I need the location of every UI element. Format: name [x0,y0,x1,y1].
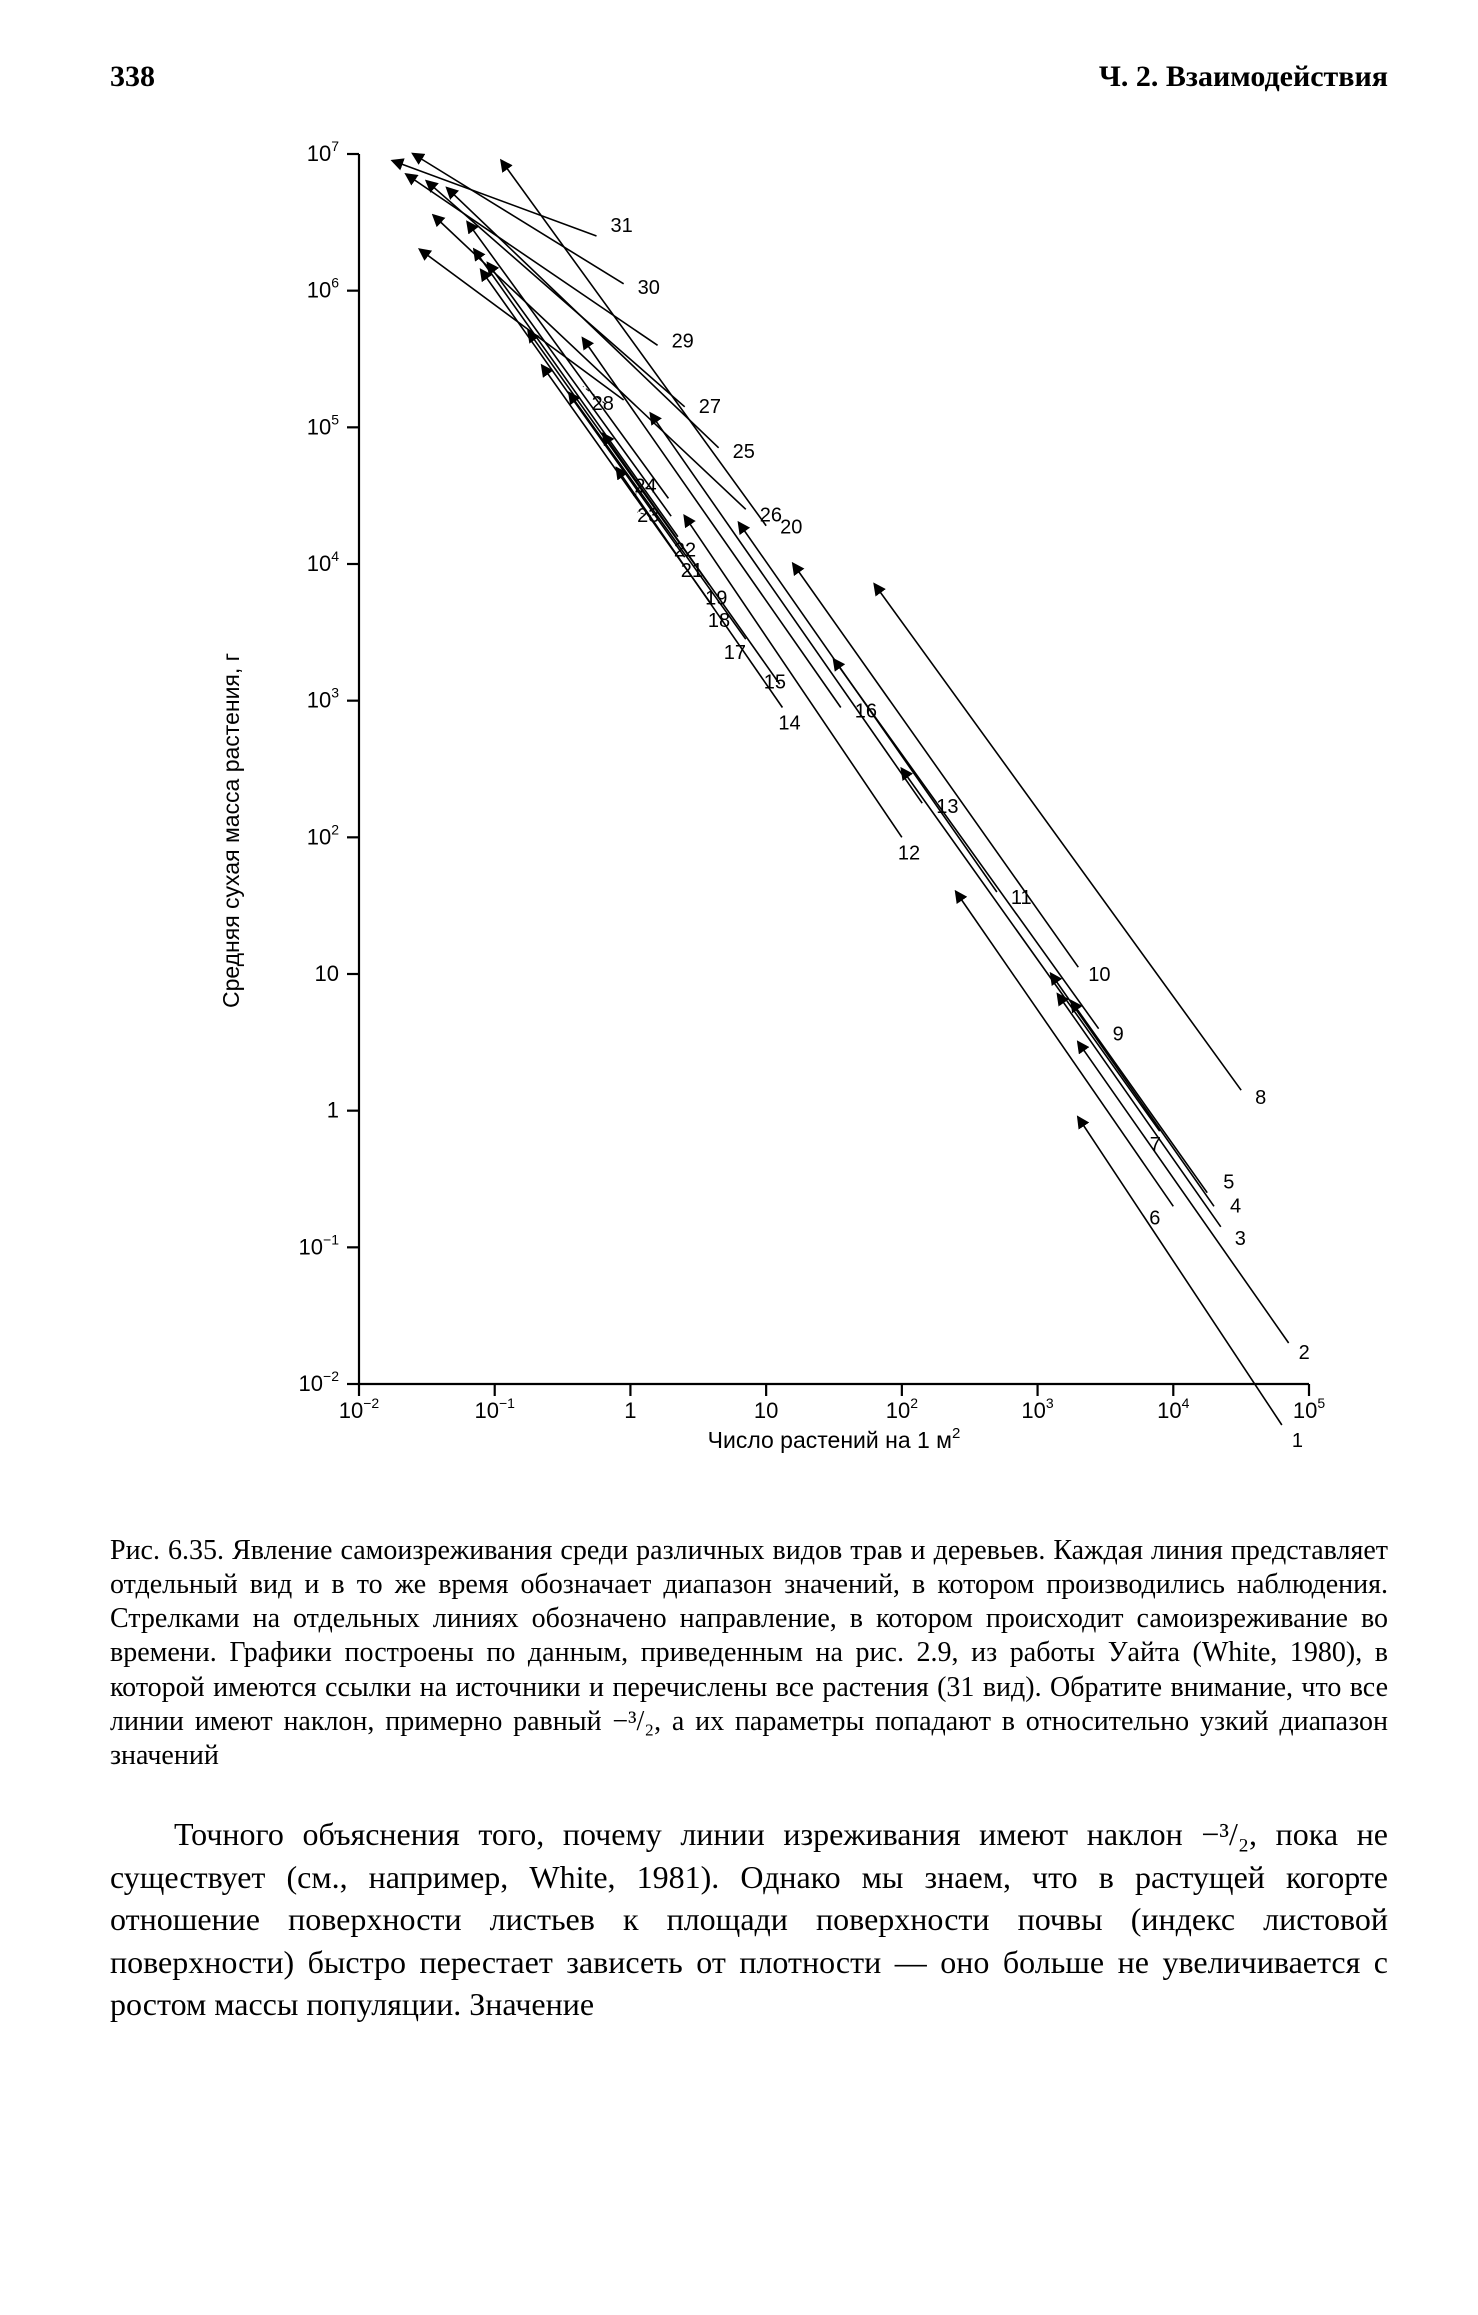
svg-text:19: 19 [705,588,727,610]
svg-text:21: 21 [681,560,703,582]
svg-text:23: 23 [637,505,659,527]
svg-text:28: 28 [592,393,614,415]
page: 338 Ч. 2. Взаимодействия 10−210−11101021… [0,0,1478,2315]
svg-text:106: 106 [307,275,339,303]
svg-text:6: 6 [1149,1207,1160,1229]
svg-text:105: 105 [1293,1395,1325,1423]
self-thinning-chart: 10−210−111010210310410510610710−210−1110… [149,114,1349,1514]
svg-text:5: 5 [1223,1172,1234,1194]
svg-text:27: 27 [699,396,721,418]
svg-text:107: 107 [307,138,339,166]
svg-text:8: 8 [1255,1087,1266,1109]
svg-text:102: 102 [307,821,339,849]
svg-text:18: 18 [708,610,730,632]
svg-text:14: 14 [778,713,800,735]
svg-text:26: 26 [760,504,782,526]
svg-text:10−1: 10−1 [299,1231,340,1259]
caption-lead: Рис. 6.35. [110,1535,224,1566]
svg-text:15: 15 [764,671,786,693]
svg-text:10: 10 [1088,964,1110,986]
svg-text:104: 104 [1157,1395,1189,1423]
svg-text:10−2: 10−2 [299,1368,340,1396]
svg-text:102: 102 [886,1395,918,1423]
svg-text:10: 10 [315,961,339,986]
svg-text:10−1: 10−1 [474,1395,515,1423]
svg-text:3: 3 [1235,1228,1246,1250]
svg-text:25: 25 [733,441,755,463]
svg-text:17: 17 [724,642,746,664]
svg-text:29: 29 [672,330,694,352]
svg-text:22: 22 [674,540,696,562]
svg-text:12: 12 [898,842,920,864]
svg-text:7: 7 [1150,1134,1161,1156]
figure-caption: Рис. 6.35. Явление самоизреживания среди… [110,1534,1388,1773]
svg-text:103: 103 [307,685,339,713]
caption-body: Явление самоизреживания среди различных … [110,1535,1388,1771]
svg-text:10−2: 10−2 [339,1395,380,1423]
page-header: 338 Ч. 2. Взаимодействия [110,60,1388,94]
svg-text:Число растений на 1 м2: Число растений на 1 м2 [708,1425,961,1453]
svg-text:10: 10 [754,1398,778,1423]
svg-text:105: 105 [307,411,339,439]
svg-text:31: 31 [611,215,633,237]
svg-text:11: 11 [1011,887,1032,909]
chapter-label: Ч. 2. Взаимодействия [1099,60,1388,94]
page-number: 338 [110,60,155,94]
svg-text:30: 30 [638,277,660,299]
svg-text:20: 20 [780,517,802,539]
figure: 10−210−111010210310410510610710−210−1110… [110,114,1388,1514]
svg-text:1: 1 [1292,1430,1303,1452]
svg-text:104: 104 [307,548,339,576]
svg-text:4: 4 [1230,1195,1241,1217]
svg-text:1: 1 [327,1098,339,1123]
svg-text:16: 16 [855,701,877,723]
svg-text:103: 103 [1021,1395,1053,1423]
body-paragraph: Точного объяснения того, почему линии из… [110,1813,1388,2026]
svg-text:1: 1 [624,1398,636,1423]
svg-text:9: 9 [1113,1024,1124,1046]
svg-text:24: 24 [634,475,656,497]
svg-text:2: 2 [1299,1342,1310,1364]
svg-text:Средняя сухая масса растения,: Средняя сухая масса растения, г [218,653,244,1008]
svg-text:13: 13 [936,796,958,818]
